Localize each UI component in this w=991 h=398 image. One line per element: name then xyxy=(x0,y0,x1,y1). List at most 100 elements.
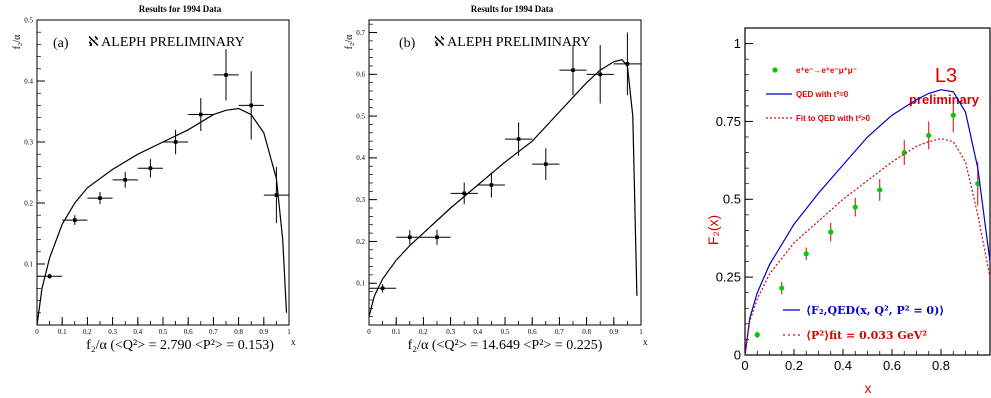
panel-b: Results for 1994 Data f₂/α (b) ℵ ALEPH P… xyxy=(344,4,648,353)
data-point xyxy=(852,204,858,210)
x-tick-label: 0 xyxy=(741,358,748,373)
x-tick-label: 1 xyxy=(287,328,291,336)
panel-a-caption: f₂/α (<Q²> = 2.790 <P²> = 0.153) xyxy=(86,338,274,353)
y-tick-label: 0.5 xyxy=(356,112,365,120)
data-point xyxy=(274,193,279,197)
fit-curve xyxy=(744,137,991,356)
y-tick-label: 0.25 xyxy=(716,269,741,284)
y-tick-label: 0.6 xyxy=(356,71,365,79)
data-point xyxy=(489,183,494,187)
x-tick-label: 0 xyxy=(367,328,371,336)
panel-c-marks xyxy=(744,89,991,356)
x-tick-label: 0.5 xyxy=(501,328,510,336)
y-tick-label: 0.75 xyxy=(716,114,741,129)
data-point xyxy=(779,285,785,291)
panel-c-subtitle: preliminary xyxy=(909,92,980,107)
panel-a-frame xyxy=(36,19,290,326)
panel-c-legend-top: e⁺e⁻→e⁺e⁻μ⁺μ⁻ QED with t²=0 Fit to QED wit… xyxy=(766,66,871,123)
data-point xyxy=(516,137,521,141)
data-point xyxy=(199,112,203,117)
panel-b-label: (b) xyxy=(399,36,416,51)
panel-b-caption: f₂/α (<Q²> = 14.649 <P²> = 0.225) xyxy=(408,338,603,353)
data-point xyxy=(462,191,466,196)
legend-marker-dot xyxy=(772,67,778,73)
panel-b-experiment: ℵ ALEPH PRELIMINARY xyxy=(434,35,591,50)
x-tick-label: 0.4 xyxy=(473,328,482,336)
data-point xyxy=(544,162,548,166)
panel-c-experiment: L3 xyxy=(935,65,957,87)
y-tick-label: 0.1 xyxy=(356,280,365,288)
data-point xyxy=(98,196,102,200)
x-tick-label: 0 xyxy=(35,328,39,336)
legend-label: Fit to QED with t²>0 xyxy=(796,114,871,123)
panel-c-legend-bottom: ⟨F₂,QED(x, Q², P² = 0)⟩ ⟨P²⟩fit = 0.033 G… xyxy=(783,304,944,342)
y-tick-label: 0.3 xyxy=(356,196,365,204)
panel-a-label: (a) xyxy=(53,36,69,51)
data-point xyxy=(754,332,760,338)
panel-a-title: Results for 1994 Data xyxy=(139,4,222,14)
data-point xyxy=(123,178,127,182)
y-tick-label: 0.3 xyxy=(24,138,33,146)
y-tick-label: 0 xyxy=(734,347,741,362)
x-tick-label: 0.2 xyxy=(83,328,92,336)
y-tick-label: 0.4 xyxy=(356,154,365,162)
data-point xyxy=(975,181,981,187)
theory-curve xyxy=(36,107,288,326)
y-tick-label: 0.4 xyxy=(24,77,33,85)
y-tick-label: 0.5 xyxy=(24,16,33,24)
data-point xyxy=(950,112,956,118)
x-tick-label: 0.8 xyxy=(234,328,243,336)
y-tick-label: 0.7 xyxy=(356,29,365,37)
x-tick-label: 1 xyxy=(639,328,643,336)
x-tick-label: 0.8 xyxy=(582,328,591,336)
data-point xyxy=(435,235,439,240)
panel-c: F₂(x) x L3 preliminary 0 0.2 0.4 0.6 0.8 0 0.… xyxy=(705,27,991,396)
panel-a-y-ticks: 0.1 0.2 0.3 0.4 0.5 xyxy=(24,16,45,326)
data-point xyxy=(380,286,385,291)
x-tick-label: 0.9 xyxy=(609,328,618,336)
x-tick-label: 0.8 xyxy=(932,358,950,373)
data-point xyxy=(901,149,907,156)
legend-label: ⟨F₂,QED(x, Q², P² = 0)⟩ xyxy=(806,304,944,317)
y-tick-label: 0.2 xyxy=(356,238,365,246)
legend-label: QED with t²=0 xyxy=(796,90,849,99)
panel-b-marks xyxy=(368,32,641,317)
data-point xyxy=(47,274,52,278)
theory-curve xyxy=(744,89,991,356)
data-point xyxy=(926,132,932,139)
x-tick-label: 0.4 xyxy=(834,358,852,373)
x-tick-label: 0.2 xyxy=(419,328,428,336)
data-point xyxy=(598,72,602,77)
y-tick-label: 0.5 xyxy=(723,192,741,207)
panel-b-y-ticks: 0.1 0.2 0.3 0.4 0.5 0.6 0.7 xyxy=(356,23,377,326)
panel-b-x-ticks: 0 0.1 0.2 0.3 0.4 0.5 0.6 0.7 0.8 0.9 1 xyxy=(367,317,643,336)
y-tick-label: 1 xyxy=(734,36,741,51)
panel-a-ylabel: f₂/α xyxy=(12,34,23,50)
x-tick-label: 0.1 xyxy=(392,328,401,336)
x-tick-label: 0.7 xyxy=(555,328,564,336)
data-point xyxy=(803,251,809,257)
x-tick-label: 0.1 xyxy=(58,328,67,336)
x-tick-label: 0.3 xyxy=(108,328,117,336)
data-point xyxy=(408,235,412,240)
x-tick-label: 0.7 xyxy=(209,328,218,336)
y-tick-label: 0.1 xyxy=(24,260,33,268)
panel-a-marks xyxy=(36,49,289,326)
panel-a-experiment: ℵ ALEPH PRELIMINARY xyxy=(88,35,245,50)
panel-b-ylabel: f₂/α xyxy=(344,34,355,50)
panel-c-x-ticks: 0 0.2 0.4 0.6 0.8 xyxy=(741,349,991,373)
x-tick-label: 0.4 xyxy=(133,328,142,336)
legend-label: ⟨P²⟩fit = 0.033 GeV² xyxy=(806,329,927,342)
x-tick-label: 0.3 xyxy=(446,328,455,336)
y-tick-label: 0.2 xyxy=(24,199,33,207)
data-point xyxy=(625,62,630,66)
data-point xyxy=(173,140,178,144)
panel-b-title: Results for 1994 Data xyxy=(471,4,554,14)
theory-curve xyxy=(368,59,638,317)
panel-b-xlabel: x xyxy=(643,337,648,347)
x-tick-label: 0.9 xyxy=(259,328,268,336)
x-tick-label: 0.2 xyxy=(785,358,803,373)
x-tick-label: 0.6 xyxy=(883,358,901,373)
panel-c-xlabel: x xyxy=(865,380,872,396)
x-tick-label: 0.5 xyxy=(159,328,168,336)
